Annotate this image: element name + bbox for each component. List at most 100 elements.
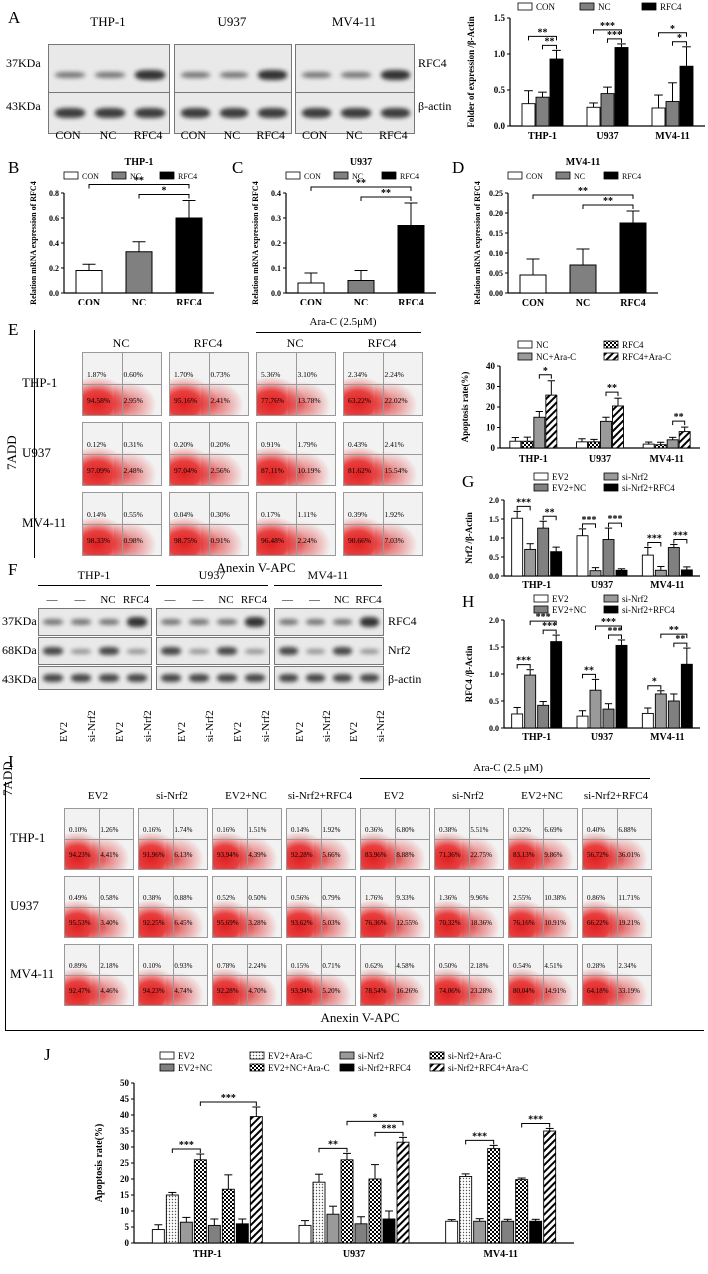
blot-f-membrane xyxy=(274,608,384,636)
quadrant-value: 0.78% xyxy=(217,961,236,970)
bar xyxy=(511,517,524,577)
significance-label: *** xyxy=(382,1123,397,1134)
blot-f-top-label: — xyxy=(309,594,320,606)
y-tick-label: 0.15 xyxy=(489,229,503,238)
legend-swatch xyxy=(507,171,523,180)
y-tick-label: 40 xyxy=(120,1110,130,1120)
bar xyxy=(615,644,628,729)
flow-dots xyxy=(166,904,204,937)
bar xyxy=(600,420,612,449)
quadrant-value: 1.70% xyxy=(174,370,194,380)
bar xyxy=(576,715,589,729)
flow-dots xyxy=(240,836,278,869)
blot-band xyxy=(380,70,410,80)
category-label: RFC4 xyxy=(176,298,202,305)
y-tick-label: 2.0 xyxy=(489,496,499,505)
flowE-col-label: RFC4 xyxy=(367,336,397,350)
quadrant-value: 0.20% xyxy=(210,440,230,450)
blot-a-membrane xyxy=(295,92,415,134)
quadrant-value: 81.62% xyxy=(348,466,372,476)
flow-plot: 0.49% 0.58% 95.53% 3.40% xyxy=(64,876,134,938)
blot-f-bottom-label: EV2 xyxy=(58,721,70,742)
blot-band xyxy=(99,619,119,625)
blot-a-lane-label: RFC4 xyxy=(256,128,285,142)
quadrant-value: 2.24% xyxy=(248,961,267,970)
flow-dots xyxy=(375,450,419,485)
legend-label: NC xyxy=(598,2,611,12)
flowE-col-label: NC xyxy=(112,336,130,350)
quadrant-value: 11.71% xyxy=(618,893,640,902)
legend-swatch xyxy=(249,1063,265,1072)
bar xyxy=(537,527,550,577)
flow-plot: 1.76% 9.33% 76.36% 12.55% xyxy=(360,876,430,938)
blot-f-membrane xyxy=(274,637,384,665)
significance-label: *** xyxy=(647,534,662,545)
quadrant-value: 1.76% xyxy=(365,893,384,902)
bar xyxy=(235,1223,249,1244)
y-tick-label: 35 xyxy=(120,1126,130,1136)
legend-label: NC+Ara-C xyxy=(536,352,576,362)
blot-f-bottom-label: si-Nrf2 xyxy=(142,710,154,742)
blot-f-top-label: — xyxy=(164,594,176,606)
y-tick-label: 0.6 xyxy=(49,214,59,223)
significance-bracket xyxy=(521,1122,551,1128)
blot-band xyxy=(127,674,147,682)
significance-label: ** xyxy=(381,188,391,199)
flow-plot: 0.10% 1.26% 94.23% 4.41% xyxy=(64,808,134,870)
quadrant-value: 94.23% xyxy=(143,987,165,995)
quadrant-value: 3.40% xyxy=(100,919,119,927)
blot-band xyxy=(43,619,63,625)
significance-bracket xyxy=(582,204,634,209)
blot-a-lane-label: NC xyxy=(345,128,363,142)
flowE-xaxis: Anexin V-APC xyxy=(216,560,296,575)
legend-label: CON xyxy=(304,172,321,181)
significance-label: *** xyxy=(536,612,551,623)
quadrant-value: 0.10% xyxy=(143,961,162,970)
quadrant-value: 2.34% xyxy=(618,961,637,970)
quadrant-value: 3.10% xyxy=(297,370,317,380)
category-label: RFC4 xyxy=(620,298,646,309)
bar xyxy=(589,570,602,577)
quadrant-value: 0.62% xyxy=(365,961,384,970)
flow-dots xyxy=(114,520,158,555)
legend-label: RFC4 xyxy=(178,172,197,181)
significance-bracket xyxy=(608,634,622,639)
quadrant-value: 77.76% xyxy=(261,396,285,406)
flow-plot: 0.17% 1.11% 96.48% 2.24% xyxy=(256,492,336,556)
y-tick-label: 0.5 xyxy=(494,85,506,95)
category-label: MV4-11 xyxy=(649,454,683,465)
legend-label: si-Nrf2+RFC4+Ara-C xyxy=(448,1063,528,1073)
quadrant-line xyxy=(395,809,396,869)
significance-label: *** xyxy=(528,1114,543,1125)
significance-bracket xyxy=(542,629,557,635)
blot-band xyxy=(341,72,371,78)
flow-plot: 5.36% 3.10% 77.76% 13.78% xyxy=(256,352,336,416)
bar xyxy=(642,443,655,449)
blot-band xyxy=(181,108,210,118)
blot-f-membrane xyxy=(38,666,152,690)
bar xyxy=(667,700,680,729)
blot-band xyxy=(189,619,209,625)
bar xyxy=(487,1148,501,1244)
bar xyxy=(347,280,375,294)
quadrant-value: 4.70% xyxy=(248,987,267,995)
category-label: U937 xyxy=(343,1249,365,1260)
legend-swatch xyxy=(381,171,397,180)
legend-swatch xyxy=(159,1051,175,1060)
quadrant-value: 92.28% xyxy=(291,851,313,859)
y-tick-label: 0.2 xyxy=(271,239,281,248)
quadrant-line xyxy=(247,945,248,1005)
significance-bracket xyxy=(647,685,662,690)
y-tick-label: 20 xyxy=(120,1174,130,1184)
quadrant-line xyxy=(543,809,544,869)
significance-label: ** xyxy=(545,507,555,518)
legend-swatch xyxy=(641,2,657,11)
significance-bracket xyxy=(595,625,622,630)
quadrant-value: 0.98% xyxy=(123,536,143,546)
bar xyxy=(586,106,601,127)
bar xyxy=(666,439,679,449)
blot-band xyxy=(360,674,379,682)
quadrant-value: 92.28% xyxy=(217,987,239,995)
chart-g: 0.0 0.5 1.0 1.5 2.0 Nrf2 /β-Actin THP-1 U937 MV4… xyxy=(464,472,700,591)
significance-bracket xyxy=(672,41,687,46)
